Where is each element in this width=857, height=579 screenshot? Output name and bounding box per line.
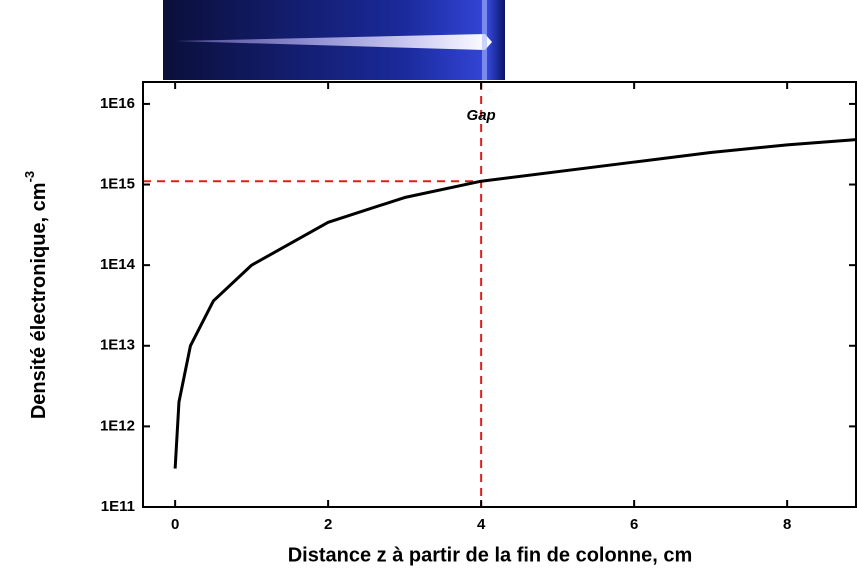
y-axis-title-text: Densité électronique, cm <box>28 182 50 419</box>
plasma-photo <box>163 0 505 80</box>
x-tick-label: 2 <box>324 516 332 533</box>
y-axis-title-exponent: -3 <box>22 171 37 183</box>
x-tick-label: 8 <box>783 516 791 533</box>
y-tick-label: 1E11 <box>101 498 135 515</box>
x-tick-label: 4 <box>477 516 486 533</box>
annotation: Gap <box>467 107 496 124</box>
x-tick-label: 0 <box>171 516 179 533</box>
x-tick-label: 6 <box>630 516 638 533</box>
y-tick-label: 1E16 <box>100 95 135 112</box>
y-tick-label: 1E15 <box>100 176 135 193</box>
y-tick-label: 1E13 <box>100 337 135 354</box>
y-tick-label: 1E14 <box>100 256 136 273</box>
y-tick-label: 1E12 <box>100 417 135 434</box>
x-axis-title: Distance z à partir de la fin de colonne… <box>288 544 693 566</box>
y-axis-title: Densité électronique, cm-3 <box>22 171 50 419</box>
data-line <box>173 138 857 469</box>
plot-frame <box>142 81 857 508</box>
